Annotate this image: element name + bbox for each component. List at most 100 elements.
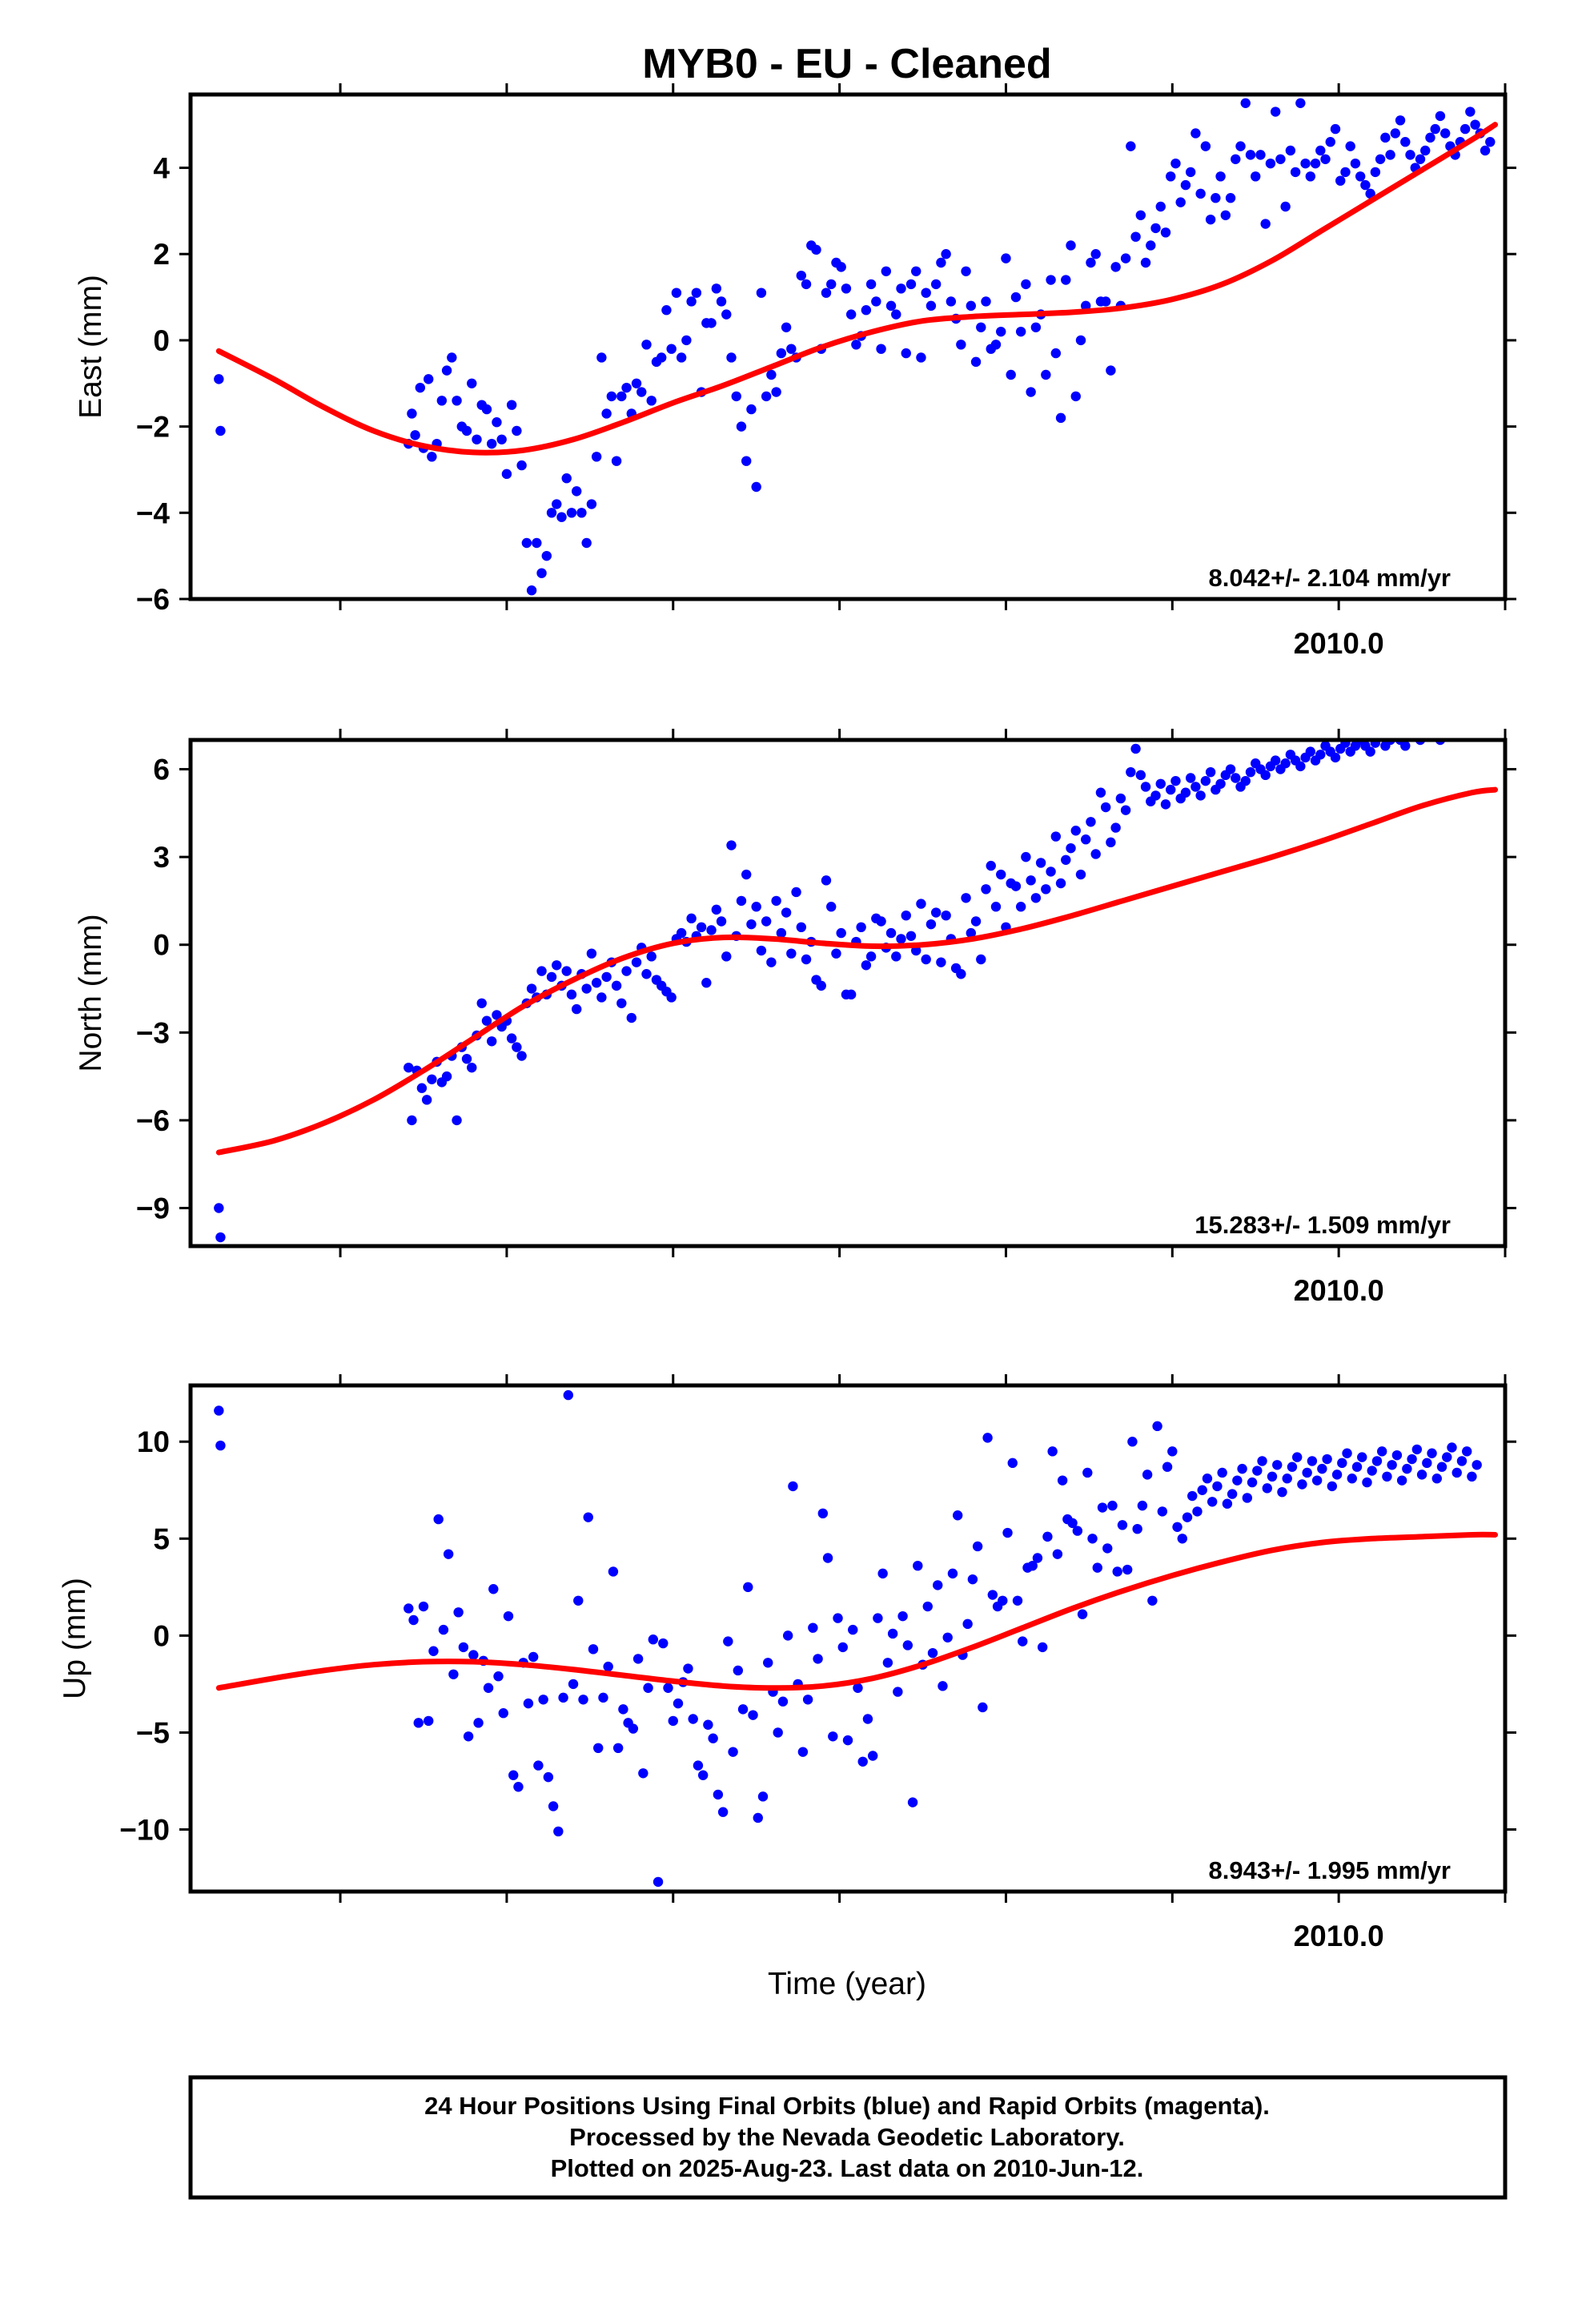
- data-point: [596, 992, 607, 1003]
- y-tick-label: −10: [119, 1814, 170, 1847]
- data-point: [533, 1760, 544, 1771]
- data-point: [586, 499, 597, 509]
- data-point: [581, 537, 592, 549]
- data-point: [1290, 167, 1301, 178]
- y-tick-label: −6: [136, 583, 170, 616]
- data-point: [548, 1801, 559, 1811]
- data-point: [1302, 1467, 1312, 1478]
- data-point: [926, 300, 937, 312]
- data-point: [777, 1696, 789, 1707]
- data-point: [1010, 292, 1022, 303]
- data-point: [1251, 171, 1261, 182]
- data-point: [1380, 132, 1391, 143]
- data-point: [1018, 1636, 1028, 1647]
- data-point: [1150, 790, 1161, 801]
- data-point: [428, 1646, 439, 1656]
- data-point: [512, 425, 522, 436]
- data-point: [966, 927, 977, 939]
- data-point: [628, 1723, 639, 1734]
- data-point: [987, 1590, 998, 1600]
- data-point: [1072, 1526, 1083, 1536]
- data-point: [1075, 869, 1086, 880]
- data-point: [1175, 197, 1186, 207]
- data-point: [1057, 1475, 1068, 1486]
- data-point: [643, 1683, 653, 1693]
- data-point: [1015, 902, 1026, 912]
- data-point: [453, 1607, 464, 1618]
- data-point: [708, 1733, 718, 1743]
- data-point: [1351, 1462, 1363, 1472]
- data-point: [1260, 770, 1271, 781]
- data-point: [788, 1481, 798, 1492]
- data-point: [1081, 834, 1091, 845]
- data-point: [786, 344, 797, 354]
- data-point: [1450, 729, 1460, 738]
- data-point: [916, 352, 926, 363]
- data-point: [1082, 1467, 1093, 1478]
- data-point: [1107, 1500, 1118, 1511]
- data-point: [1355, 171, 1366, 182]
- data-point: [956, 340, 966, 350]
- data-point: [891, 951, 901, 962]
- data-point: [1106, 365, 1116, 376]
- data-point: [631, 957, 642, 967]
- data-point: [942, 1632, 953, 1642]
- data-point: [816, 980, 826, 991]
- data-point: [1087, 1534, 1098, 1544]
- data-point: [516, 460, 527, 471]
- data-point: [976, 322, 986, 332]
- data-point: [452, 396, 462, 406]
- data-point: [666, 992, 677, 1003]
- data-point: [813, 1654, 823, 1664]
- data-point: [1061, 854, 1071, 865]
- data-point: [826, 279, 837, 290]
- data-point: [646, 396, 656, 406]
- data-point: [1142, 1470, 1153, 1480]
- data-point: [573, 1595, 584, 1606]
- data-point: [1252, 1466, 1263, 1476]
- data-point: [1400, 741, 1411, 751]
- data-point: [461, 1053, 472, 1064]
- data-point: [1470, 119, 1480, 130]
- data-point: [1095, 787, 1106, 798]
- data-point: [891, 309, 901, 320]
- data-point: [621, 966, 632, 976]
- data-point: [1402, 1463, 1412, 1474]
- data-point: [956, 969, 966, 979]
- data-point: [1170, 158, 1181, 169]
- data-point: [1427, 1448, 1437, 1458]
- data-point: [1245, 766, 1256, 778]
- data-point: [1130, 231, 1141, 242]
- data-point: [1436, 1462, 1447, 1472]
- data-point: [1160, 799, 1171, 810]
- data-point: [736, 421, 747, 432]
- data-point: [796, 922, 807, 933]
- data-point: [407, 408, 417, 419]
- data-point: [612, 1743, 624, 1754]
- data-point: [626, 1012, 636, 1023]
- data-point: [1100, 296, 1111, 307]
- data-point: [831, 948, 841, 959]
- data-point: [461, 425, 472, 436]
- data-point: [1447, 1442, 1457, 1453]
- data-point: [1137, 1500, 1148, 1511]
- data-point: [1257, 1456, 1267, 1466]
- data-point: [661, 305, 672, 316]
- data-point: [603, 1661, 613, 1672]
- data-point: [476, 998, 487, 1008]
- data-point: [556, 512, 567, 522]
- data-point: [776, 927, 787, 939]
- data-point: [1097, 1502, 1108, 1513]
- data-point: [568, 1679, 579, 1690]
- data-point: [404, 1603, 414, 1614]
- data-point: [1217, 1467, 1227, 1478]
- data-point: [885, 927, 897, 939]
- data-point: [1240, 98, 1251, 108]
- data-point: [808, 1622, 818, 1633]
- data-point: [706, 318, 717, 328]
- panel-2: −9 −6 −3 0 3 6 2010.0 North (mm) 15.283+/- 1.509…: [74, 729, 1516, 1307]
- data-point: [1006, 369, 1016, 380]
- data-point: [598, 1692, 608, 1703]
- data-point: [1112, 1566, 1122, 1577]
- data-point: [1390, 128, 1401, 139]
